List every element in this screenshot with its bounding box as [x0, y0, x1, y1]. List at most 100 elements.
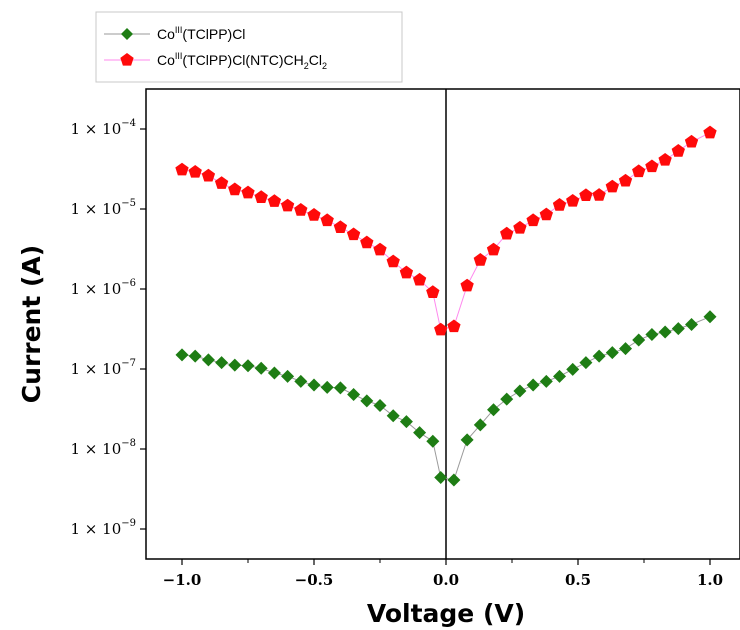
data-point-pentagon	[592, 188, 606, 201]
data-point-diamond	[539, 374, 553, 388]
legend-label: CoIII(TClPP)Cl	[157, 25, 245, 42]
legend-box	[95, 11, 403, 83]
y-tick-label: 1 × 10−7	[71, 358, 137, 378]
data-point-pentagon	[346, 227, 361, 241]
data-point-diamond	[307, 378, 321, 392]
data-point-diamond	[605, 346, 619, 360]
data-point-pentagon	[267, 194, 282, 207]
data-point-pentagon	[120, 53, 134, 66]
data-point-diamond	[333, 381, 347, 395]
data-point-diamond	[320, 380, 334, 394]
data-point-pentagon	[434, 322, 448, 336]
data-point-diamond	[487, 403, 501, 417]
data-point-pentagon	[513, 220, 527, 234]
series-2	[175, 125, 717, 336]
data-point-diamond	[632, 333, 646, 347]
data-point-pentagon	[426, 285, 440, 298]
data-point-pentagon	[539, 207, 553, 221]
data-point-pentagon	[188, 165, 202, 178]
x-tick-label: 1.0	[697, 571, 723, 589]
data-point-pentagon	[447, 319, 461, 333]
data-point-diamond	[188, 349, 202, 363]
x-tick-label: 0.0	[433, 571, 459, 589]
legend-item: CoIII(TClPP)Cl	[104, 25, 245, 42]
data-point-pentagon	[526, 213, 540, 227]
data-point-diamond	[413, 426, 427, 440]
data-point-diamond	[399, 415, 413, 429]
y-axis-title: Current (A)	[17, 245, 46, 403]
legend-label: CoIII(TClPP)Cl(NTC)CH2Cl2	[157, 51, 327, 71]
data-point-diamond	[386, 409, 400, 423]
data-point-diamond	[215, 356, 229, 370]
data-point-pentagon	[412, 272, 427, 286]
data-point-diamond	[121, 28, 133, 40]
data-point-diamond	[526, 378, 540, 392]
data-point-diamond	[254, 361, 268, 375]
data-point-pentagon	[645, 159, 659, 173]
data-point-diamond	[434, 471, 448, 485]
data-point-diamond	[175, 348, 189, 362]
legend: CoIII(TClPP)Cl CoIII(TClPP)Cl(NTC)CH2Cl2	[95, 11, 403, 83]
data-point-diamond	[347, 388, 361, 402]
data-point-diamond	[685, 317, 699, 331]
data-point-pentagon	[201, 168, 216, 182]
data-point-diamond	[360, 394, 374, 408]
data-point-pentagon	[500, 226, 514, 240]
data-point-diamond	[460, 433, 474, 447]
data-point-pentagon	[360, 235, 374, 249]
data-point-pentagon	[254, 190, 268, 203]
data-point-pentagon	[605, 179, 619, 193]
data-point-diamond	[671, 322, 685, 336]
x-axis: −1.0 −0.5 0.0 0.5 1.0	[163, 559, 723, 589]
data-point-diamond	[579, 356, 593, 370]
data-point-pentagon	[228, 182, 242, 196]
x-axis-title: Voltage (V)	[367, 599, 525, 628]
data-point-pentagon	[241, 185, 255, 199]
data-point-diamond	[645, 327, 659, 341]
data-point-pentagon	[473, 253, 487, 266]
y-tick-label: 1 × 10−6	[71, 278, 137, 298]
data-point-pentagon	[175, 162, 189, 176]
x-tick-label: −0.5	[295, 571, 334, 589]
data-point-pentagon	[632, 164, 646, 178]
y-tick-label: 1 × 10−4	[71, 118, 137, 138]
plot-frame	[145, 88, 740, 560]
y-tick-label: 1 × 10−5	[71, 198, 137, 218]
data-point-pentagon	[399, 265, 414, 279]
data-point-diamond	[592, 349, 606, 363]
data-point-pentagon	[373, 242, 387, 256]
y-tick-label: 1 × 10−8	[71, 438, 137, 458]
legend-item: CoIII(TClPP)Cl(NTC)CH2Cl2	[104, 51, 327, 71]
data-point-diamond	[281, 369, 295, 383]
data-point-pentagon	[552, 198, 567, 211]
x-tick-label: −1.0	[163, 571, 202, 589]
series-1	[175, 310, 717, 487]
data-point-pentagon	[386, 254, 400, 268]
data-point-pentagon	[658, 152, 672, 166]
data-point-pentagon	[703, 125, 717, 139]
data-point-diamond	[619, 342, 633, 356]
data-point-diamond	[500, 392, 514, 406]
data-point-pentagon	[333, 220, 348, 233]
data-point-diamond	[447, 473, 461, 487]
data-point-pentagon	[486, 242, 501, 256]
data-point-diamond	[294, 374, 308, 388]
data-point-diamond	[566, 362, 580, 376]
data-point-pentagon	[684, 134, 699, 148]
data-point-diamond	[241, 359, 255, 373]
data-point-diamond	[553, 369, 567, 383]
data-point-pentagon	[307, 208, 321, 221]
data-point-pentagon	[280, 198, 295, 212]
data-point-pentagon	[579, 188, 593, 202]
data-point-pentagon	[460, 278, 474, 292]
data-point-pentagon	[320, 213, 334, 227]
data-point-diamond	[267, 366, 281, 380]
y-axis: 1 × 10−9 1 × 10−8 1 × 10−7 1 × 10−6 1 × 10−5…	[71, 118, 146, 538]
data-point-pentagon	[671, 144, 685, 157]
data-point-diamond	[201, 353, 215, 367]
data-point-diamond	[228, 358, 242, 372]
data-point-diamond	[373, 398, 387, 412]
series-layer	[175, 125, 717, 487]
data-point-diamond	[473, 418, 487, 432]
